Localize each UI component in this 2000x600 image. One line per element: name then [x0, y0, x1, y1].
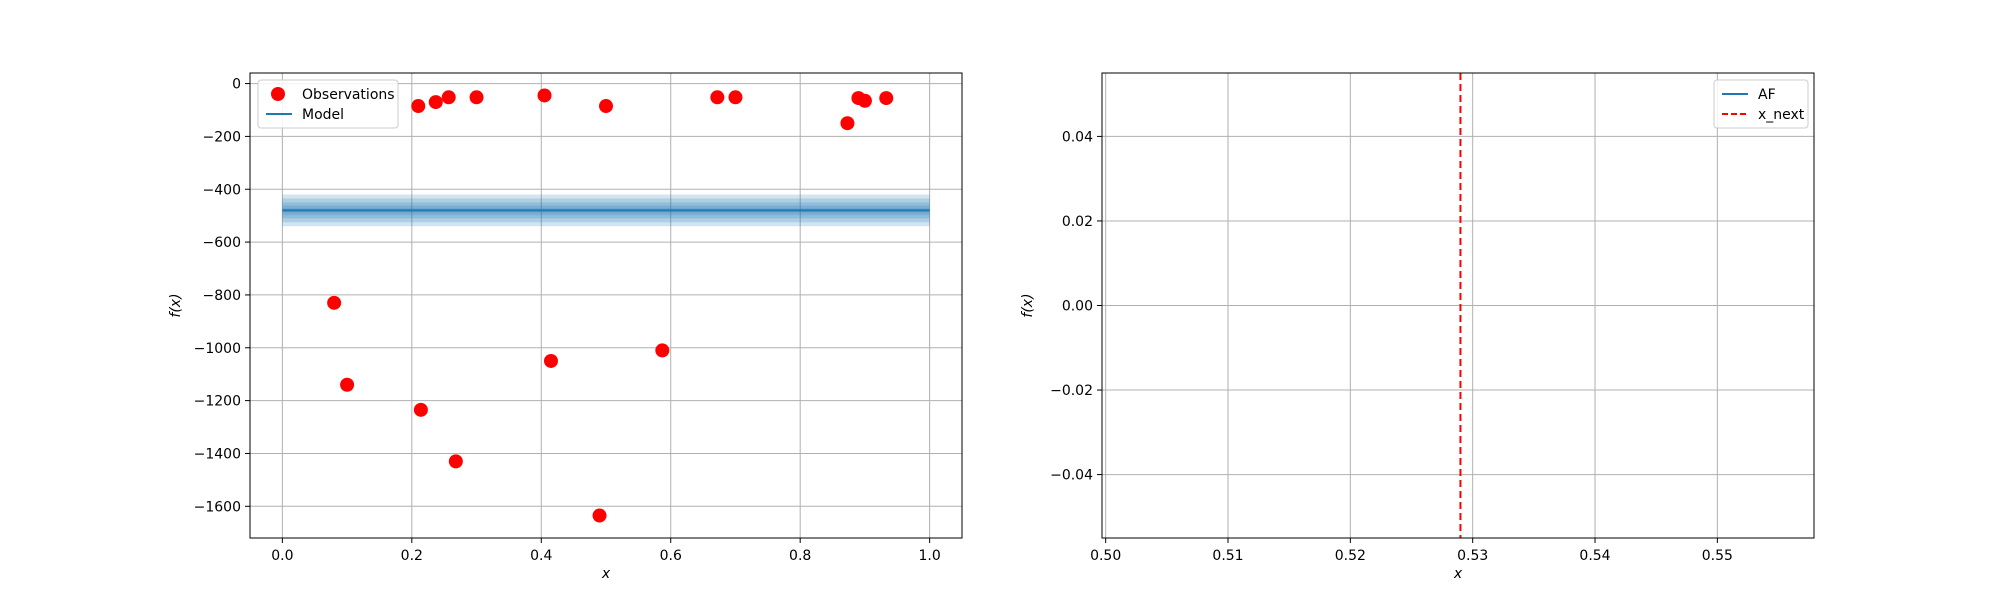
legend-observations-marker — [271, 87, 285, 101]
observation-point — [710, 90, 725, 105]
observation-point — [537, 88, 552, 103]
left-y-tick-label: −800 — [203, 288, 241, 304]
left-ticks: 0.0 0.2 0.4 0.6 0.8 1.0 0 −200 −400 −600 −800 −1000… — [194, 77, 941, 564]
left-y-axis-label: f(x) — [168, 293, 184, 317]
left-y-tick-label: −1600 — [194, 499, 241, 515]
left-y-tick-label: −200 — [203, 129, 241, 145]
observation-point — [448, 454, 463, 469]
observations-chart: 0.0 0.2 0.4 0.6 0.8 1.0 0 −200 −400 −600 −800 −1000… — [168, 72, 963, 582]
left-x-tick-label: 0.8 — [789, 548, 811, 564]
left-marks — [282, 88, 930, 523]
left-x-tick-label: 0.0 — [271, 548, 293, 564]
left-legend-box — [257, 79, 399, 129]
right-y-tick-label: −0.02 — [1050, 383, 1093, 399]
left-x-tick-label: 0.2 — [401, 548, 423, 564]
right-x-tick-label: 0.50 — [1090, 548, 1121, 564]
left-x-axis-label: x — [601, 566, 611, 582]
observation-point — [340, 377, 355, 392]
left-y-tick-label: −1400 — [194, 446, 241, 462]
observation-point — [840, 116, 855, 131]
right-y-tick-label: 0.02 — [1062, 214, 1093, 230]
observation-point — [728, 90, 743, 105]
observation-point — [441, 90, 456, 105]
observation-point — [857, 93, 872, 108]
left-x-tick-label: 0.4 — [530, 548, 552, 564]
left-axes-frame — [249, 72, 963, 539]
left-x-tick-label: 1.0 — [919, 548, 941, 564]
left-y-tick-label: −1000 — [194, 341, 241, 357]
observation-point — [543, 353, 558, 368]
right-x-axis-label: x — [1453, 566, 1463, 582]
observation-point — [413, 402, 428, 417]
right-x-tick-label: 0.52 — [1335, 548, 1366, 564]
right-ticks: 0.50 0.51 0.52 0.53 0.54 0.55 0.04 0.02 0.00 −0.0… — [1050, 129, 1733, 564]
right-legend: AF x_next — [1713, 79, 1809, 129]
right-x-tick-label: 0.51 — [1212, 548, 1243, 564]
observation-point — [879, 91, 894, 106]
left-grid — [250, 73, 962, 538]
left-y-tick-label: −400 — [203, 182, 241, 198]
right-legend-box — [1713, 79, 1809, 129]
observation-point — [592, 508, 607, 523]
observation-point — [655, 343, 670, 358]
legend-label: Observations — [302, 87, 395, 103]
observation-point — [469, 90, 484, 105]
right-x-tick-label: 0.53 — [1457, 548, 1488, 564]
left-x-tick-label: 0.6 — [660, 548, 682, 564]
right-y-tick-label: 0.00 — [1062, 299, 1093, 315]
left-legend: Observations Model — [257, 79, 399, 129]
left-y-tick-label: 0 — [232, 77, 241, 93]
observation-point — [411, 99, 426, 114]
right-x-tick-label: 0.55 — [1702, 548, 1733, 564]
acquisition-chart: 0.50 0.51 0.52 0.53 0.54 0.55 0.04 0.02 0.00 −0.0… — [1020, 72, 1815, 582]
legend-label: Model — [302, 107, 344, 123]
legend-label: x_next — [1758, 107, 1805, 123]
left-y-tick-label: −1200 — [194, 394, 241, 410]
right-grid — [1102, 73, 1814, 538]
left-y-tick-label: −600 — [203, 235, 241, 251]
observation-point — [428, 95, 443, 110]
legend-label: AF — [1758, 87, 1776, 103]
right-x-tick-label: 0.54 — [1579, 548, 1610, 564]
right-y-axis-label: f(x) — [1020, 293, 1036, 317]
right-y-tick-label: 0.04 — [1062, 129, 1093, 145]
observation-point — [599, 99, 613, 114]
observation-point — [327, 295, 342, 310]
right-y-tick-label: −0.04 — [1050, 468, 1093, 484]
